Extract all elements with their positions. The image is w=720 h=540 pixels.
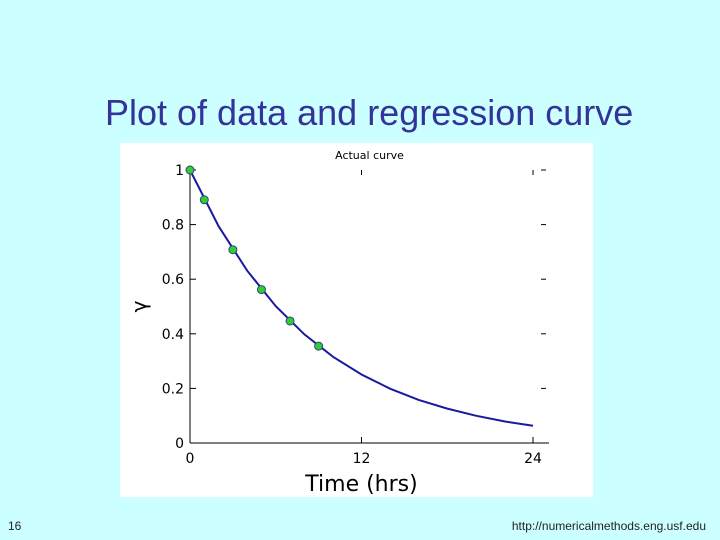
x-tick-label: 12: [353, 451, 371, 467]
regression-chart: 0 0.2 0.4 0.6 0.8 1 0 12 24 Actual curve Time (hrs…: [127, 149, 549, 497]
y-tick-label: 0: [175, 436, 184, 452]
y-tick-label: 0.8: [162, 218, 184, 234]
data-point: [199, 195, 209, 205]
y-tick-label: 0.2: [162, 381, 184, 397]
y-tick-label: 0.6: [162, 272, 184, 288]
data-point: [228, 245, 238, 255]
footer-url[interactable]: http://numericalmethods.eng.usf.edu: [511, 519, 706, 533]
chart-panel: 0 0.2 0.4 0.6 0.8 1 0 12 24 Actual curve Time (hrs…: [120, 143, 593, 497]
y-tick-label: 1: [175, 163, 184, 179]
data-point: [314, 341, 324, 351]
y-tick-label: 0.4: [162, 327, 184, 343]
x-tick-label: 24: [524, 451, 542, 467]
y-axis-label: γ: [127, 300, 151, 312]
slide-title: Plot of data and regression curve: [105, 92, 634, 133]
data-point: [285, 316, 295, 326]
x-axis-label: Time (hrs): [304, 472, 417, 497]
slide-number: 16: [8, 519, 22, 533]
chart-title: Actual curve: [335, 149, 404, 162]
x-tick-label: 0: [186, 451, 195, 467]
data-point: [185, 165, 195, 175]
data-point: [256, 285, 266, 295]
regression-curve: [189, 169, 534, 427]
